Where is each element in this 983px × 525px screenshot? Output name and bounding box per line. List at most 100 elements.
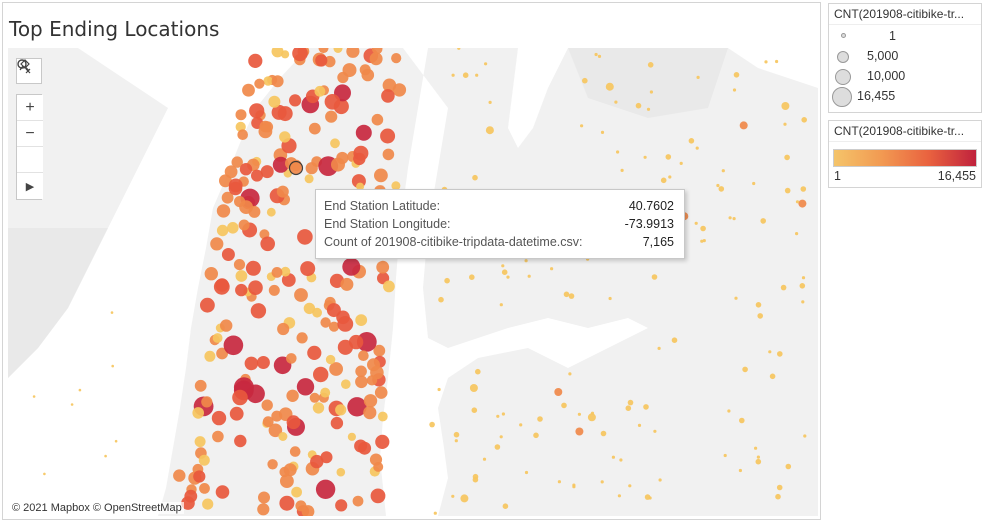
station-marker[interactable] bbox=[484, 62, 488, 66]
station-marker[interactable] bbox=[315, 479, 336, 499]
station-marker[interactable] bbox=[272, 156, 289, 173]
station-marker[interactable] bbox=[193, 470, 206, 483]
station-marker[interactable] bbox=[374, 168, 388, 183]
station-marker[interactable] bbox=[472, 174, 478, 181]
station-marker[interactable] bbox=[312, 307, 322, 318]
station-marker[interactable] bbox=[433, 511, 437, 515]
station-marker[interactable] bbox=[328, 321, 340, 332]
station-marker[interactable] bbox=[318, 48, 329, 54]
station-marker[interactable] bbox=[347, 432, 356, 441]
station-marker[interactable] bbox=[643, 155, 647, 159]
station-marker[interactable] bbox=[800, 186, 807, 192]
station-marker[interactable] bbox=[320, 387, 331, 398]
station-marker[interactable] bbox=[783, 122, 787, 126]
station-marker[interactable] bbox=[732, 88, 737, 92]
station-marker[interactable] bbox=[315, 54, 328, 67]
station-marker[interactable] bbox=[43, 472, 46, 476]
station-marker[interactable] bbox=[268, 95, 281, 108]
station-marker[interactable] bbox=[223, 335, 244, 356]
station-marker[interactable] bbox=[742, 366, 748, 373]
station-marker[interactable] bbox=[501, 269, 508, 275]
station-marker[interactable] bbox=[775, 493, 781, 500]
station-marker[interactable] bbox=[471, 407, 478, 414]
station-marker[interactable] bbox=[444, 277, 450, 284]
station-marker[interactable] bbox=[358, 350, 369, 362]
station-marker[interactable] bbox=[499, 303, 503, 307]
station-marker[interactable] bbox=[769, 373, 776, 380]
station-marker[interactable] bbox=[192, 407, 204, 419]
station-marker[interactable] bbox=[700, 239, 704, 243]
station-marker[interactable] bbox=[469, 384, 478, 392]
station-marker[interactable] bbox=[482, 457, 487, 461]
station-marker[interactable] bbox=[496, 414, 500, 418]
station-marker[interactable] bbox=[801, 300, 805, 304]
station-marker[interactable] bbox=[200, 297, 215, 313]
station-marker[interactable] bbox=[353, 152, 366, 166]
station-marker[interactable] bbox=[768, 350, 772, 354]
station-marker[interactable] bbox=[777, 351, 783, 357]
station-marker[interactable] bbox=[242, 83, 255, 97]
station-marker[interactable] bbox=[611, 455, 616, 459]
station-marker[interactable] bbox=[597, 54, 602, 58]
station-marker[interactable] bbox=[286, 353, 297, 364]
station-marker[interactable] bbox=[289, 446, 301, 457]
station-marker[interactable] bbox=[519, 423, 523, 427]
station-marker[interactable] bbox=[537, 416, 543, 422]
size-legend-item[interactable]: 16,455 bbox=[829, 87, 981, 107]
station-marker[interactable] bbox=[671, 337, 678, 344]
station-marker[interactable] bbox=[262, 416, 274, 428]
station-marker[interactable] bbox=[660, 177, 667, 184]
station-marker[interactable] bbox=[723, 453, 727, 458]
station-marker[interactable] bbox=[305, 162, 318, 175]
station-marker[interactable] bbox=[784, 154, 790, 161]
station-marker[interactable] bbox=[637, 423, 642, 427]
station-marker[interactable] bbox=[326, 303, 341, 318]
station-marker[interactable] bbox=[649, 90, 654, 94]
station-marker[interactable] bbox=[111, 364, 114, 368]
station-marker[interactable] bbox=[258, 491, 270, 504]
station-marker[interactable] bbox=[392, 83, 407, 97]
station-marker[interactable] bbox=[694, 221, 698, 225]
station-marker[interactable] bbox=[494, 444, 501, 450]
station-marker[interactable] bbox=[363, 406, 377, 420]
station-marker[interactable] bbox=[279, 495, 295, 511]
station-marker[interactable] bbox=[337, 339, 353, 355]
station-marker[interactable] bbox=[355, 365, 367, 378]
station-marker[interactable] bbox=[346, 48, 360, 58]
station-marker[interactable] bbox=[533, 432, 539, 439]
station-marker[interactable] bbox=[296, 378, 315, 396]
station-marker[interactable] bbox=[32, 395, 36, 398]
station-marker[interactable] bbox=[587, 413, 596, 422]
station-marker[interactable] bbox=[803, 434, 807, 438]
station-marker[interactable] bbox=[499, 435, 503, 439]
station-marker[interactable] bbox=[295, 500, 307, 512]
station-marker[interactable] bbox=[616, 150, 620, 154]
station-marker[interactable] bbox=[308, 122, 321, 135]
station-marker[interactable] bbox=[625, 405, 632, 412]
station-marker[interactable] bbox=[286, 389, 299, 402]
station-marker[interactable] bbox=[229, 406, 244, 421]
station-marker[interactable] bbox=[313, 366, 329, 383]
station-marker[interactable] bbox=[475, 368, 481, 375]
station-marker[interactable] bbox=[568, 293, 575, 299]
station-marker[interactable] bbox=[199, 483, 210, 494]
station-marker[interactable] bbox=[198, 454, 210, 466]
station-marker[interactable] bbox=[263, 76, 273, 86]
station-marker[interactable] bbox=[391, 181, 401, 191]
station-marker[interactable] bbox=[451, 73, 455, 77]
station-marker[interactable] bbox=[204, 350, 216, 362]
station-marker[interactable] bbox=[250, 303, 267, 319]
zoom-out-button[interactable]: − bbox=[17, 121, 43, 147]
station-marker[interactable] bbox=[70, 403, 74, 406]
map-canvas[interactable] bbox=[8, 48, 818, 516]
station-marker[interactable] bbox=[377, 411, 388, 422]
station-marker[interactable] bbox=[653, 429, 657, 433]
station-marker[interactable] bbox=[635, 102, 642, 109]
station-marker[interactable] bbox=[438, 296, 444, 303]
station-marker[interactable] bbox=[732, 217, 736, 221]
station-marker[interactable] bbox=[485, 126, 494, 135]
station-marker[interactable] bbox=[271, 48, 284, 58]
station-marker[interactable] bbox=[248, 53, 263, 68]
station-marker[interactable] bbox=[501, 264, 505, 268]
station-marker[interactable] bbox=[756, 455, 761, 459]
